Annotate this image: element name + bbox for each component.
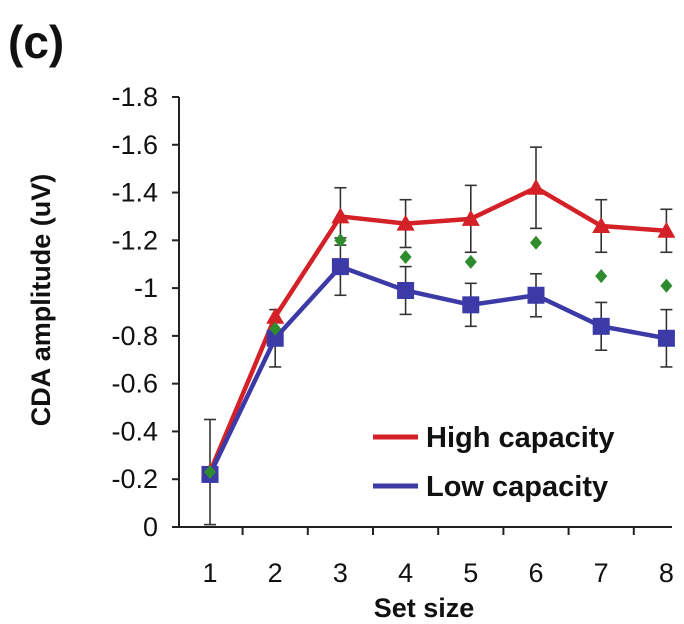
series-line <box>207 264 667 476</box>
panel-label: (c) <box>8 16 64 68</box>
data-point-square <box>331 258 349 276</box>
y-tick-label: -1 <box>134 273 158 303</box>
x-tick-label: 7 <box>594 558 609 588</box>
x-tick-label: 2 <box>268 558 283 588</box>
x-tick-label: 8 <box>659 558 674 588</box>
y-tick-label: -0.4 <box>111 416 158 446</box>
data-point-triangle <box>592 216 611 233</box>
y-tick-label: -1.8 <box>111 82 158 112</box>
y-tick-label: -0.8 <box>111 321 158 351</box>
x-tick-label: 3 <box>333 558 348 588</box>
legend-label-high-capacity: High capacity <box>426 422 615 454</box>
error-bars-series-0 <box>334 146 673 254</box>
y-axis-ticks: 0 -0.2 -0.4 -0.6 -0.8 -1 -1.2 -1.4 -1.6 -1.8 <box>111 82 179 542</box>
x-tick-label: 6 <box>528 558 543 588</box>
data-point-diamond <box>595 269 608 284</box>
data-point-diamond <box>399 250 412 265</box>
data-point-square <box>592 317 610 335</box>
y-tick-label: -1.4 <box>111 178 158 208</box>
y-tick-label: -0.2 <box>111 464 158 494</box>
data-point-diamond <box>269 321 282 336</box>
x-axis-title: Set size <box>374 593 475 623</box>
y-tick-label: 0 <box>143 512 158 542</box>
data-point-square <box>462 296 480 314</box>
data-point-square <box>266 329 284 347</box>
legend-label-low-capacity: Low capacity <box>426 471 608 503</box>
data-point-diamond <box>334 233 347 248</box>
axes <box>178 96 672 528</box>
x-tick-label: 1 <box>202 558 217 588</box>
x-tick-label: 4 <box>398 558 413 588</box>
series-line <box>207 185 667 473</box>
data-point-square <box>657 329 675 347</box>
legend: High capacity Low capacity <box>373 422 615 503</box>
y-tick-label: -1.6 <box>111 130 158 160</box>
series-0 <box>201 178 676 480</box>
data-point-diamond <box>660 278 673 293</box>
data-point-diamond <box>530 235 542 250</box>
y-tick-label: -1.2 <box>111 225 158 255</box>
data-point-triangle <box>527 178 545 195</box>
data-point-triangle <box>266 307 285 324</box>
data-point-triangle <box>657 221 676 238</box>
data-point-diamond <box>204 465 216 480</box>
data-point-square <box>527 286 545 304</box>
x-axis-ticks: 1 2 3 4 5 6 7 8 <box>202 527 674 588</box>
series-1 <box>201 258 675 483</box>
series-layer <box>201 146 676 526</box>
y-tick-label: -0.6 <box>111 369 158 399</box>
data-point-triangle <box>396 214 415 231</box>
data-point-triangle <box>331 207 350 224</box>
series-2 <box>204 233 673 480</box>
data-point-diamond <box>464 254 477 269</box>
data-point-square <box>397 281 415 299</box>
data-point-triangle <box>461 209 480 226</box>
y-axis-title: CDA amplitude (uV) <box>26 174 56 427</box>
x-tick-label: 5 <box>463 558 478 588</box>
